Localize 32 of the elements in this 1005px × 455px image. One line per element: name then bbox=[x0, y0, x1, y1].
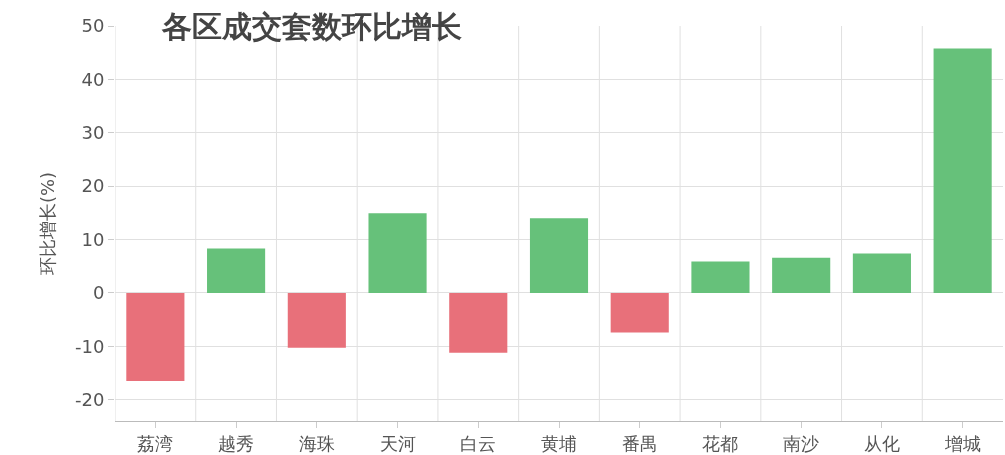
bar bbox=[449, 292, 508, 353]
y-tick-label: -10 bbox=[74, 335, 105, 357]
y-tick-label: 30 bbox=[81, 122, 105, 144]
bar bbox=[772, 257, 831, 293]
bar bbox=[852, 253, 911, 293]
x-tick-label: 天河 bbox=[379, 432, 416, 454]
y-tick-label: 20 bbox=[81, 175, 105, 197]
x-tick-label: 番禺 bbox=[621, 432, 658, 454]
x-tick-label: 越秀 bbox=[218, 432, 255, 454]
bar bbox=[610, 292, 669, 333]
y-axis-title: 环比增长(%) bbox=[37, 171, 59, 276]
y-tick-label: 50 bbox=[81, 15, 105, 37]
bar bbox=[368, 213, 427, 293]
x-tick-label: 从化 bbox=[863, 432, 900, 454]
bar bbox=[933, 48, 992, 293]
bar bbox=[529, 218, 589, 293]
x-tick-label: 白云 bbox=[460, 432, 497, 454]
x-tick-label: 花都 bbox=[702, 432, 739, 454]
x-tick-label: 荔湾 bbox=[137, 432, 174, 454]
bar bbox=[207, 248, 266, 293]
bar bbox=[126, 292, 185, 381]
y-tick-label: 40 bbox=[81, 68, 105, 90]
bar bbox=[287, 292, 346, 348]
chart-title: 各区成交套数环比增长 bbox=[161, 9, 462, 44]
x-tick-label: 海珠 bbox=[298, 432, 335, 454]
x-tick-label: 黄埔 bbox=[541, 432, 577, 454]
y-tick-label: 10 bbox=[81, 228, 105, 250]
y-tick-label: -20 bbox=[74, 388, 105, 410]
bar bbox=[691, 261, 750, 293]
x-tick-label: 增城 bbox=[943, 432, 981, 454]
y-tick-label: 0 bbox=[92, 282, 105, 304]
x-tick-label: 南沙 bbox=[783, 432, 820, 454]
